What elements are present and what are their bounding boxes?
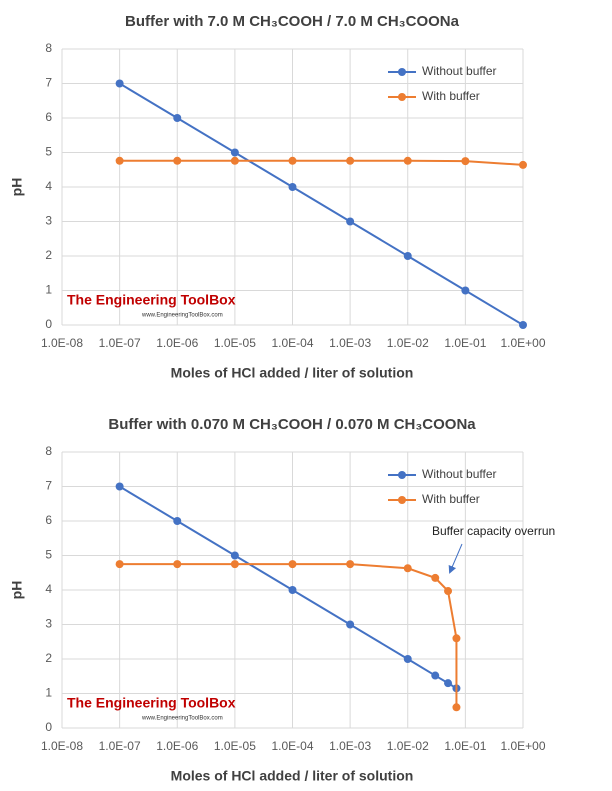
data-point: [519, 160, 527, 169]
data-point: [346, 217, 355, 226]
data-point: [288, 183, 297, 191]
data-point: [230, 148, 239, 157]
x-tick-label: 1.0E-02: [387, 739, 429, 753]
y-tick-label: 5: [45, 548, 52, 562]
x-tick-label: 1.0E-05: [214, 336, 256, 350]
watermark: The Engineering ToolBox: [67, 695, 236, 711]
legend-label: Without buffer: [422, 64, 496, 78]
data-point: [115, 482, 124, 491]
data-point: [403, 156, 412, 165]
data-point: [444, 679, 453, 688]
data-point: [346, 156, 355, 165]
y-tick-label: 0: [45, 317, 52, 331]
x-axis-label: Moles of HCl added / liter of solution: [171, 768, 414, 784]
y-tick-label: 8: [45, 444, 52, 458]
data-point: [230, 551, 239, 560]
data-point: [115, 156, 124, 165]
y-tick-label: 5: [45, 145, 52, 159]
data-point: [444, 587, 453, 596]
data-point: [115, 560, 124, 569]
data-point: [519, 321, 527, 329]
data-point: [288, 586, 297, 594]
x-axis-label: Moles of HCl added / liter of solution: [171, 365, 414, 381]
legend-marker: [398, 93, 406, 101]
data-point: [431, 573, 440, 582]
x-tick-label: 1.0E-04: [271, 739, 313, 753]
y-tick-label: 4: [45, 582, 52, 596]
data-point: [115, 79, 124, 88]
y-tick-label: 3: [45, 214, 52, 228]
x-tick-label: 1.0E-07: [99, 336, 141, 350]
y-tick-label: 4: [45, 179, 52, 193]
data-point: [173, 156, 182, 165]
series-line: [119, 159, 524, 166]
x-tick-label: 1.0E+00: [500, 336, 545, 350]
data-point: [288, 156, 297, 165]
y-tick-label: 8: [45, 41, 52, 55]
data-point: [346, 620, 355, 629]
series-line: [119, 563, 458, 708]
data-point: [230, 560, 239, 569]
x-tick-label: 1.0E-03: [329, 739, 371, 753]
x-tick-label: 1.0E-02: [387, 336, 429, 350]
x-tick-label: 1.0E+00: [500, 739, 545, 753]
y-axis-label: pH: [9, 178, 25, 197]
legend-marker: [398, 471, 406, 479]
x-tick-label: 1.0E-08: [41, 739, 83, 753]
data-point: [403, 564, 412, 573]
data-point: [403, 252, 412, 260]
x-tick-label: 1.0E-07: [99, 739, 141, 753]
y-tick-label: 7: [45, 479, 52, 493]
x-tick-label: 1.0E-06: [156, 336, 198, 350]
y-tick-label: 1: [45, 283, 52, 297]
y-tick-label: 3: [45, 617, 52, 631]
annotation: Buffer capacity overrun: [432, 524, 555, 538]
data-point: [452, 703, 461, 712]
chart-title: Buffer with 7.0 M CH₃COOH / 7.0 M CH₃COO…: [125, 13, 460, 30]
data-point: [461, 286, 470, 295]
x-tick-label: 1.0E-01: [444, 336, 486, 350]
data-point: [346, 560, 355, 569]
legend-label: Without buffer: [422, 467, 496, 481]
y-tick-label: 6: [45, 110, 52, 124]
watermark-url: www.EngineeringToolBox.com: [141, 313, 223, 319]
x-tick-label: 1.0E-01: [444, 739, 486, 753]
chart-title: Buffer with 0.070 M CH₃COOH / 0.070 M CH…: [108, 416, 476, 433]
legend-label: With buffer: [422, 492, 480, 506]
watermark: The Engineering ToolBox: [67, 292, 236, 308]
y-tick-label: 6: [45, 513, 52, 527]
legend-marker: [398, 496, 406, 504]
data-point: [461, 157, 470, 166]
data-point: [173, 560, 182, 569]
y-tick-label: 7: [45, 76, 52, 90]
data-point: [403, 655, 412, 663]
data-point: [288, 560, 297, 569]
y-axis-label: pH: [9, 581, 25, 600]
y-tick-label: 1: [45, 686, 52, 700]
legend-label: With buffer: [422, 89, 480, 103]
data-point: [431, 671, 440, 680]
y-tick-label: 2: [45, 248, 52, 262]
x-tick-label: 1.0E-05: [214, 739, 256, 753]
x-tick-label: 1.0E-08: [41, 336, 83, 350]
data-point: [173, 114, 182, 122]
watermark-url: www.EngineeringToolBox.com: [141, 716, 223, 722]
legend-marker: [398, 68, 406, 76]
annotation-arrow: [448, 543, 463, 574]
y-tick-label: 2: [45, 651, 52, 665]
data-point: [230, 156, 239, 165]
data-point: [173, 517, 182, 525]
x-tick-label: 1.0E-06: [156, 739, 198, 753]
x-tick-label: 1.0E-04: [271, 336, 313, 350]
data-point: [452, 634, 461, 643]
y-tick-label: 0: [45, 720, 52, 734]
series-line: [119, 82, 524, 326]
x-tick-label: 1.0E-03: [329, 336, 371, 350]
